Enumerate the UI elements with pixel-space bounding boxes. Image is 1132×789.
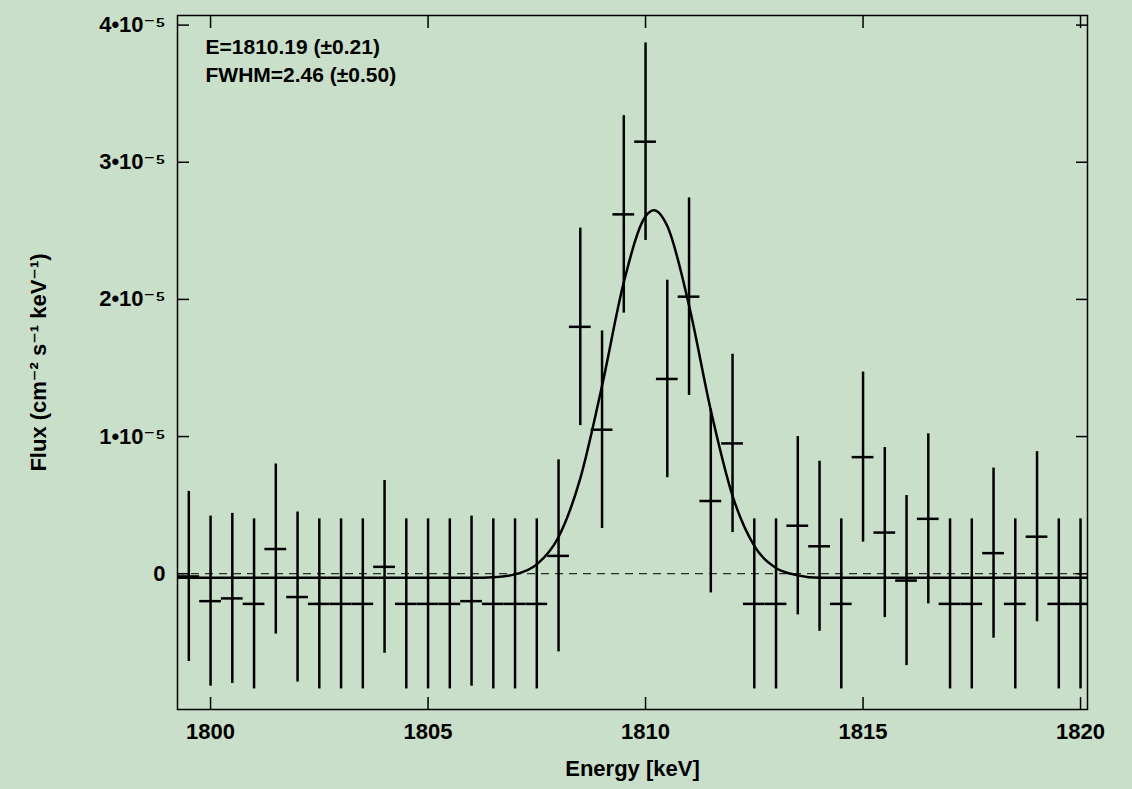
svg-text:Energy [keV]: Energy [keV] xyxy=(565,756,700,781)
svg-text:2•10⁻⁵: 2•10⁻⁵ xyxy=(99,286,165,311)
svg-text:1800: 1800 xyxy=(186,719,235,744)
svg-text:1810: 1810 xyxy=(621,719,670,744)
svg-text:1805: 1805 xyxy=(404,719,453,744)
svg-text:3•10⁻⁵: 3•10⁻⁵ xyxy=(99,149,165,174)
svg-text:E=1810.19 (±0.21)FWHM=2.46 (±0: E=1810.19 (±0.21)FWHM=2.46 (±0.50) xyxy=(206,35,397,86)
svg-text:Flux (cm⁻² s⁻¹ keV⁻¹): Flux (cm⁻² s⁻¹ keV⁻¹) xyxy=(26,253,51,471)
svg-text:1815: 1815 xyxy=(839,719,888,744)
svg-text:4•10⁻⁵: 4•10⁻⁵ xyxy=(99,12,165,37)
svg-text:0: 0 xyxy=(153,561,165,586)
svg-text:1820: 1820 xyxy=(1056,719,1105,744)
svg-text:1•10⁻⁵: 1•10⁻⁵ xyxy=(99,424,165,449)
